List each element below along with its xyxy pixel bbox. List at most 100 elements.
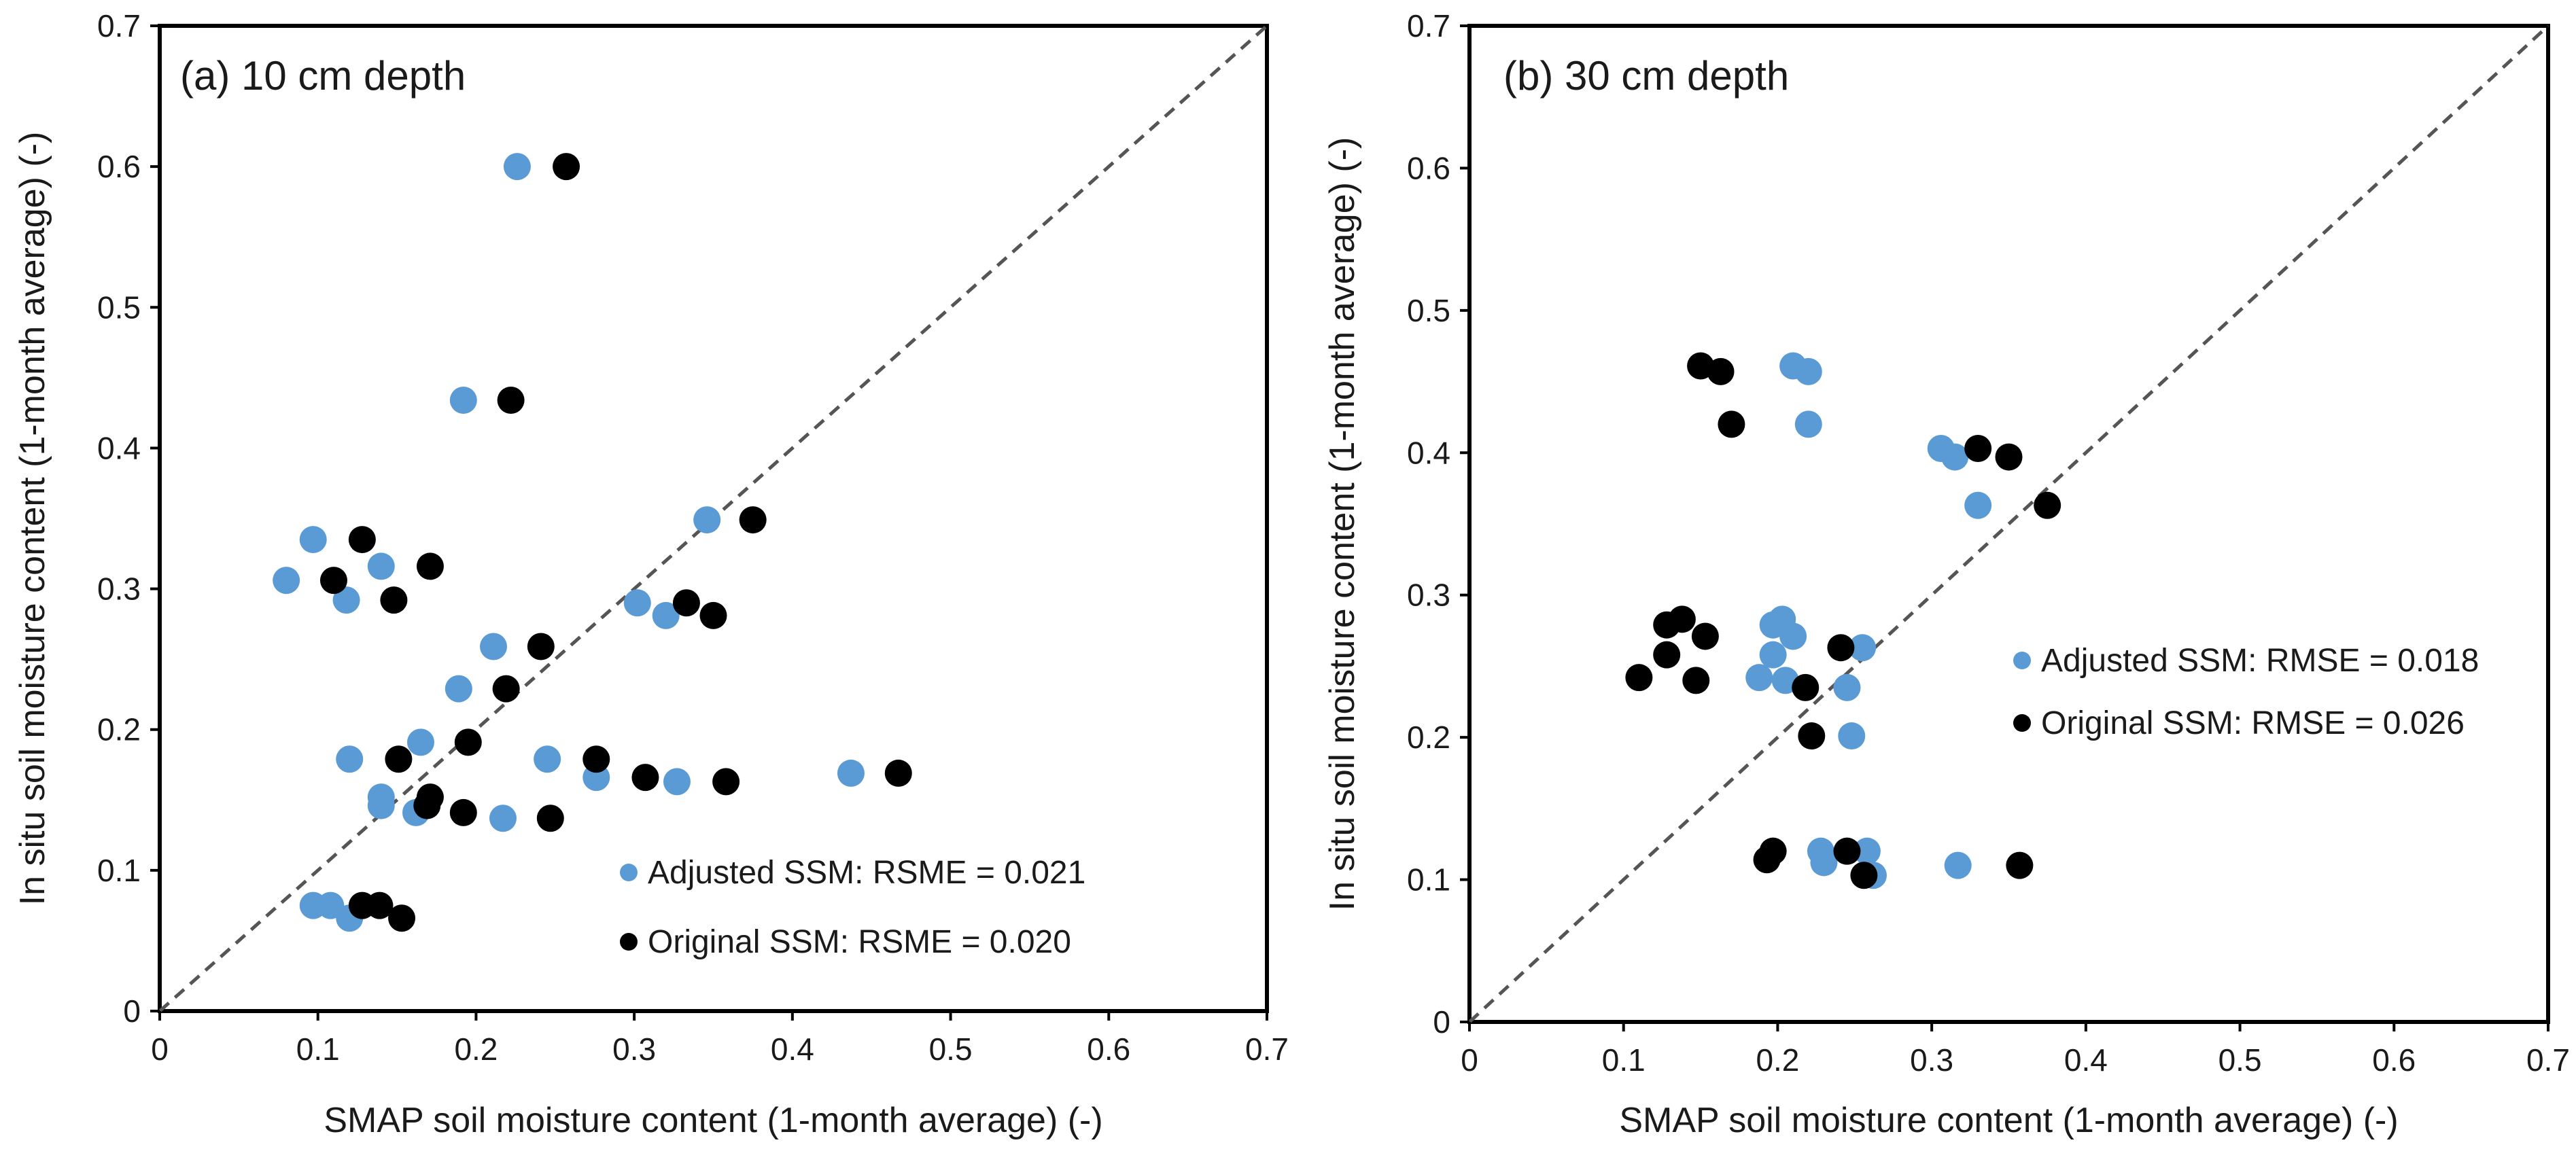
data-point [2006, 851, 2034, 879]
x-tick-label: 0.5 [929, 1031, 973, 1067]
x-tick-label: 0.4 [2064, 1042, 2108, 1078]
data-point [1944, 851, 1972, 879]
x-axis-label: SMAP soil moisture content (1-month aver… [1619, 1101, 2398, 1140]
legend-marker [2013, 652, 2031, 669]
data-point [1995, 443, 2023, 471]
x-tick-label: 0.3 [612, 1031, 656, 1067]
y-tick-label: 0.2 [97, 712, 141, 747]
x-axis-label: SMAP soil moisture content (1-month aver… [324, 1101, 1102, 1140]
y-tick-label: 0.4 [1407, 435, 1450, 470]
data-point [348, 526, 376, 554]
y-tick-label: 0 [1433, 1004, 1450, 1040]
x-tick-label: 0.6 [1087, 1031, 1130, 1067]
data-point [367, 792, 395, 819]
data-point [299, 526, 327, 554]
data-point [1759, 641, 1787, 669]
data-point [1827, 634, 1855, 662]
data-point [445, 675, 472, 703]
data-point [1798, 722, 1826, 750]
data-point [1833, 673, 1861, 701]
data-point [652, 601, 680, 629]
data-point [1810, 849, 1838, 877]
data-point [388, 904, 416, 932]
data-point [534, 745, 561, 773]
data-point [1682, 667, 1710, 694]
data-point [712, 768, 740, 796]
charts-layer: 0 0.1 0.2 0.3 0.4 0.5 0.6 0.7 0 0.1 0.2 0.3 0.4 0.5 0.… [13, 8, 2570, 1140]
x-tick-label: 0.1 [296, 1031, 340, 1067]
x-tick-label: 0.5 [2218, 1042, 2262, 1078]
data-point [1850, 862, 1878, 889]
panel-title: (b) 30 cm depth [1503, 53, 1789, 99]
legend-label: Original SSM: RMSE = 0.026 [2041, 705, 2465, 741]
y-tick-label: 0 [123, 993, 141, 1029]
y-axis-label: In situ soil moisture content (1-month a… [13, 132, 52, 906]
data-point [672, 589, 700, 617]
data-point [416, 552, 444, 580]
data-point [1964, 435, 1992, 463]
legend-label: Adjusted SSM: RSME = 0.021 [648, 855, 1085, 891]
y-tick-label: 0.5 [1407, 293, 1450, 328]
legend-marker [2013, 714, 2031, 732]
panel-title: (a) 10 cm depth [180, 53, 466, 99]
data-point [1753, 846, 1781, 874]
x-tick-label: 0.7 [2526, 1042, 2570, 1078]
data-point [693, 506, 721, 534]
y-tick-label: 0.3 [1407, 578, 1450, 613]
data-point [319, 567, 347, 595]
x-tick-label: 0.6 [2372, 1042, 2416, 1078]
data-point [480, 633, 508, 660]
plot-frame [1467, 24, 2550, 1024]
data-point [367, 552, 395, 580]
x-tick-label: 0.4 [771, 1031, 814, 1067]
data-point [582, 745, 610, 773]
legend-label: Original SSM: RSME = 0.020 [648, 924, 1071, 960]
y-tick-label: 0.3 [97, 571, 141, 607]
data-point [1792, 673, 1820, 701]
data-point [1625, 664, 1653, 692]
data-point [1718, 410, 1745, 438]
x-tick-label: 0.2 [454, 1031, 498, 1067]
data-point [413, 792, 441, 819]
data-point [449, 387, 477, 414]
legend-label: Adjusted SSM: RMSE = 0.018 [2041, 643, 2479, 679]
data-point [449, 798, 477, 826]
legend: Adjusted SSM: RSME = 0.021 Original SSM: … [620, 855, 1085, 960]
series-original-ssm [319, 153, 912, 932]
data-point [1779, 622, 1807, 650]
data-point [492, 675, 520, 703]
data-point [699, 601, 727, 629]
data-point [1794, 357, 1822, 385]
data-point [631, 764, 659, 792]
data-point [1794, 410, 1822, 438]
data-point [1849, 634, 1877, 662]
legend-marker [620, 933, 638, 951]
chart-panel-b: 0 0.1 0.2 0.3 0.4 0.5 0.6 0.7 0 0.1 0.2 0.3 0.4 0.5 0.… [1323, 8, 2570, 1140]
data-point [2034, 491, 2061, 519]
y-tick-label: 0.6 [97, 149, 141, 184]
y-tick-label: 0.2 [1407, 720, 1450, 755]
y-tick-label: 0.5 [97, 289, 141, 325]
data-point [497, 387, 525, 414]
data-point [1853, 837, 1881, 865]
legend-marker [620, 864, 638, 881]
data-point [503, 153, 531, 181]
y-axis-label: In situ soil moisture content (1-month a… [1323, 137, 1362, 911]
series-adjusted-ssm [1745, 352, 1992, 889]
data-point [623, 589, 651, 617]
x-tick-label: 0.3 [1910, 1042, 1953, 1078]
series-adjusted-ssm [273, 153, 865, 932]
series-original-ssm [1625, 352, 2061, 889]
data-point [366, 891, 394, 919]
data-point [1964, 491, 1992, 519]
data-point [1759, 611, 1787, 639]
y-tick-label: 0.1 [1407, 862, 1450, 898]
data-point [1653, 641, 1681, 669]
y-tick-label: 0.7 [97, 8, 141, 43]
data-point [1707, 357, 1735, 385]
data-point [406, 728, 434, 756]
y-tick-label: 0.4 [97, 430, 141, 465]
data-point [553, 153, 580, 181]
x-tick-label: 0 [151, 1031, 169, 1067]
